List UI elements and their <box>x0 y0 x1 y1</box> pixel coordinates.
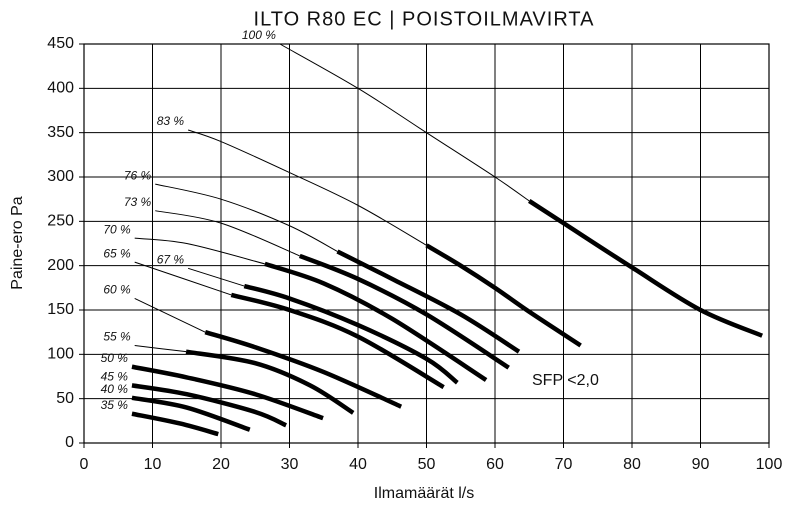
curve-thin <box>155 183 338 252</box>
y-tick-label: 0 <box>65 434 74 451</box>
curve-label: 40 % <box>101 382 129 396</box>
curve-label: 67 % <box>157 252 185 266</box>
x-tick-label: 30 <box>281 456 299 473</box>
curve-thin <box>134 237 265 265</box>
x-tick-label: 60 <box>486 456 504 473</box>
curve-thin <box>134 298 206 333</box>
x-tick-label: 20 <box>212 456 230 473</box>
y-tick-label: 150 <box>47 301 74 318</box>
y-tick-label: 350 <box>47 124 74 141</box>
x-tick-label: 40 <box>349 456 367 473</box>
curve-label: 65 % <box>103 246 131 260</box>
y-tick-label: 450 <box>47 35 74 52</box>
curve-thin <box>279 43 530 202</box>
curve-label: 35 % <box>101 398 129 412</box>
chart-title: ILTO R80 EC | POISTOILMAVIRTA <box>254 8 595 30</box>
x-axis-label: Ilmamäärät l/s <box>374 485 474 502</box>
curve-label: 60 % <box>103 283 131 297</box>
curve-label: 76 % <box>124 168 152 182</box>
curve-thick <box>185 349 355 415</box>
x-tick-label: 70 <box>555 456 573 473</box>
x-tick-label: 90 <box>692 456 710 473</box>
curve-thick <box>528 199 764 338</box>
curve-thick <box>336 249 521 354</box>
y-tick-label: 200 <box>47 257 74 274</box>
x-tick-label: 100 <box>756 456 783 473</box>
y-tick-label: 50 <box>56 390 74 407</box>
y-axis-label: Paine-ero Pa <box>9 196 26 289</box>
curve-label: 55 % <box>103 330 131 344</box>
y-tick-label: 100 <box>47 346 74 363</box>
curve-thick <box>204 330 403 409</box>
curve-thick <box>131 383 288 428</box>
curve-thick <box>264 261 488 382</box>
curve-label: 45 % <box>101 370 129 384</box>
curve-thick <box>298 253 510 370</box>
curve-thin <box>134 261 232 296</box>
curve-thick <box>243 283 459 385</box>
curve-thick <box>131 364 324 421</box>
curve-label: 70 % <box>103 222 131 236</box>
y-tick-label: 300 <box>47 168 74 185</box>
y-tick-label: 250 <box>47 213 74 230</box>
x-tick-label: 0 <box>80 456 89 473</box>
curve-thin <box>155 210 300 257</box>
curve-thick <box>131 411 219 437</box>
curve-thin <box>187 129 427 246</box>
y-tick-label: 400 <box>47 80 74 97</box>
curve-thick <box>425 243 582 348</box>
curve-label: 50 % <box>101 351 129 365</box>
annotation: SFP <2,0 <box>532 372 599 389</box>
curve-thin <box>134 344 187 353</box>
x-tick-label: 50 <box>418 456 436 473</box>
curve-thin <box>187 267 245 287</box>
x-tick-label: 10 <box>144 456 162 473</box>
curve-label: 100 % <box>242 28 276 42</box>
x-tick-label: 80 <box>623 456 641 473</box>
curve-label: 83 % <box>157 114 185 128</box>
curve-thick <box>131 395 251 432</box>
curve-thick <box>230 292 445 390</box>
curve-label: 73 % <box>124 195 152 209</box>
